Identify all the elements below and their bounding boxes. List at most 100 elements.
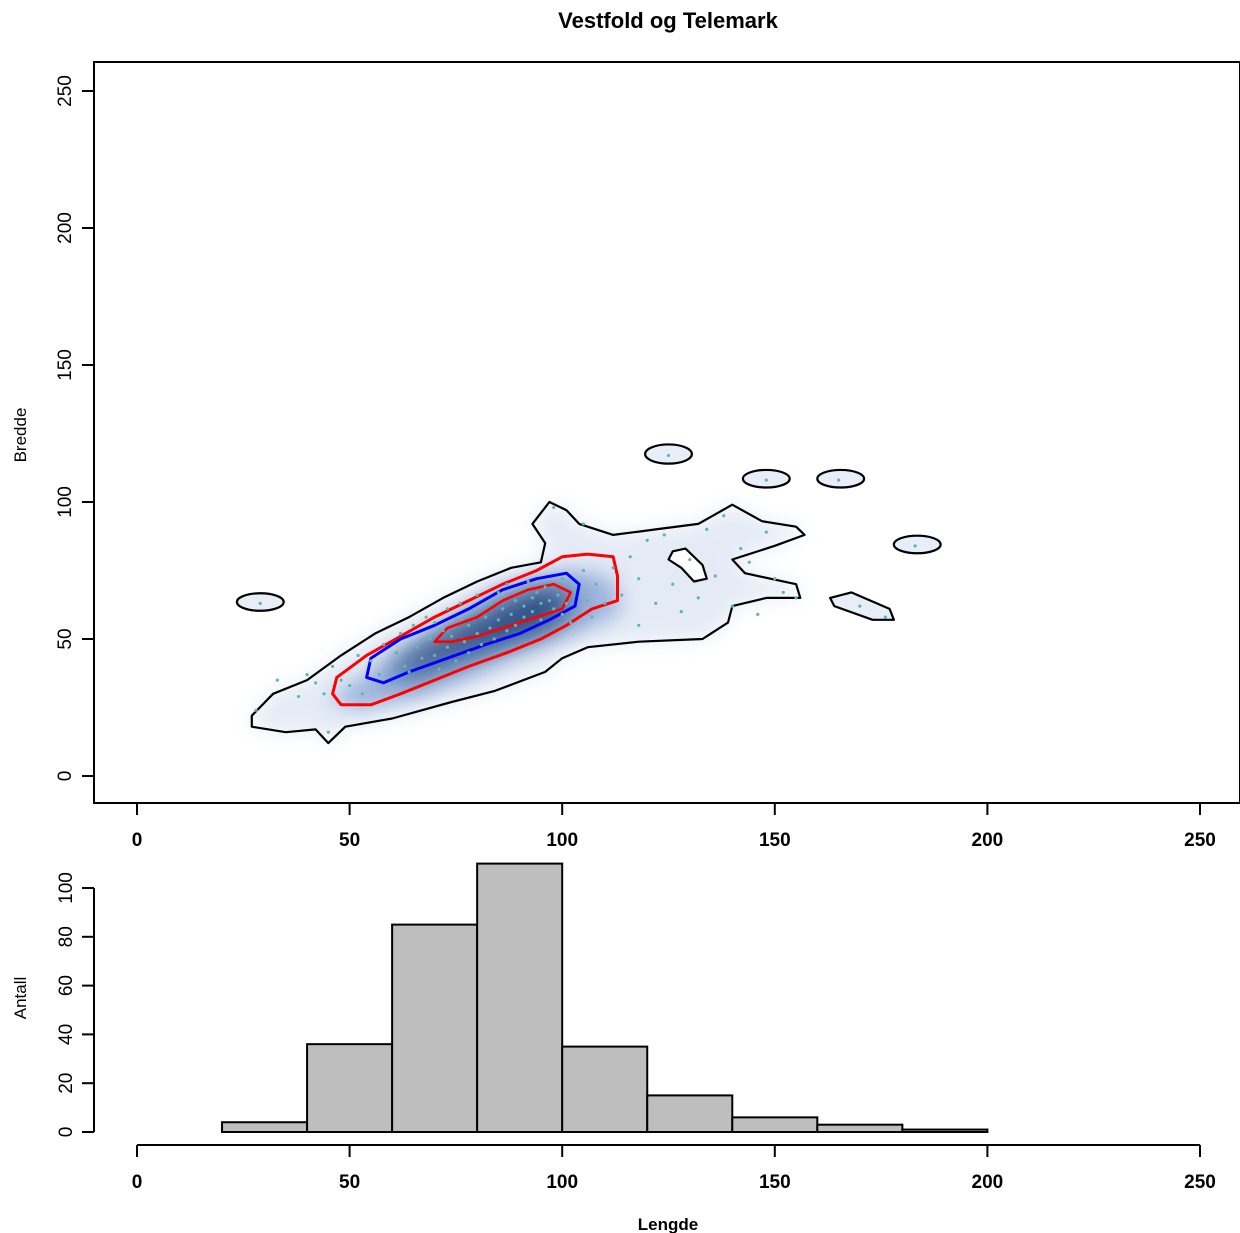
- x-tick-label: 100: [546, 1172, 578, 1193]
- scatter-point: [330, 664, 335, 669]
- scatter-point: [407, 670, 411, 674]
- scatter-point: [637, 577, 641, 581]
- scatter-point: [637, 623, 641, 627]
- scatter-point: [501, 607, 505, 611]
- scatter-point: [764, 478, 768, 482]
- scatter-point: [496, 590, 501, 595]
- y-tick-label: 100: [56, 872, 77, 904]
- scatter-point: [394, 651, 398, 655]
- scatter-point: [258, 601, 262, 605]
- scatter-point: [628, 555, 632, 559]
- scatter-point: [390, 681, 394, 685]
- scatter-point: [679, 610, 683, 614]
- scatter-point: [739, 546, 743, 551]
- scatter-point: [688, 557, 692, 562]
- scatter-point: [411, 623, 415, 627]
- y-tick-label: 80: [56, 926, 77, 947]
- scatter-point: [454, 618, 458, 622]
- scatter-point: [764, 530, 768, 534]
- scatter-point: [296, 694, 301, 699]
- scatter-point: [590, 615, 594, 619]
- scatter-point: [369, 659, 373, 663]
- histogram-x-axis: 0 50 100 150 200 250: [132, 1144, 1216, 1193]
- scatter-point: [492, 637, 496, 641]
- contour-outer: [250, 500, 806, 745]
- scatter-point: [569, 620, 573, 625]
- scatter-plot: 0 50 100 150 200 250 0 50 100 150 200 250 Bredde: [11, 61, 1240, 851]
- scatter-point: [535, 590, 539, 595]
- histogram-bar: [391, 923, 479, 1133]
- scatter-point: [522, 604, 526, 608]
- x-tick-label: 100: [546, 830, 578, 851]
- scatter-point: [836, 478, 841, 482]
- scatter-point: [581, 568, 586, 573]
- scatter-point: [577, 610, 581, 614]
- histogram-bar: [816, 1123, 904, 1134]
- scatter-point: [671, 582, 675, 586]
- scatter-point: [560, 577, 564, 581]
- histogram-bar: [221, 1121, 309, 1133]
- scatter-point: [467, 623, 471, 627]
- scatter-point: [662, 533, 666, 537]
- scatter-point: [552, 607, 556, 611]
- scatter-point: [484, 615, 488, 619]
- scatter-point: [620, 593, 624, 597]
- scatter-point: [522, 615, 526, 619]
- scatter-point: [505, 582, 509, 586]
- x-tick-label: 0: [132, 1172, 143, 1193]
- y-tick-label: 200: [55, 212, 76, 244]
- scatter-point: [611, 566, 615, 570]
- contour-island: [816, 468, 866, 489]
- scatter-point: [573, 588, 577, 592]
- scatter-point: [399, 631, 403, 636]
- scatter-point: [403, 664, 407, 669]
- contour-island-elongated: [829, 591, 895, 621]
- scatter-point: [547, 599, 552, 603]
- scatter-point: [509, 612, 513, 616]
- x-tick-label: 250: [1184, 830, 1216, 851]
- scatter-point: [513, 623, 518, 627]
- histogram-bar: [306, 1043, 394, 1134]
- scatter-point: [505, 629, 509, 633]
- histogram-bar: [646, 1094, 734, 1134]
- scatter-point: [756, 612, 760, 616]
- scatter-point: [471, 610, 475, 614]
- y-tick-label: 250: [55, 75, 76, 107]
- histogram-bar: [561, 1045, 649, 1133]
- histogram-plot: 0 50 100 150 200 250 0 20 40 60 80 100 Antall Leng…: [11, 862, 1216, 1233]
- scatter-point: [382, 642, 386, 647]
- scatter-point: [530, 596, 535, 600]
- scatter-point: [722, 514, 726, 518]
- scatter-point: [326, 730, 330, 734]
- contour-hole: [667, 547, 708, 583]
- scatter-point: [913, 544, 917, 548]
- scatter-point: [594, 582, 598, 586]
- scatter-point: [730, 604, 734, 608]
- scatter-point: [539, 601, 543, 605]
- scatter-point: [526, 579, 530, 584]
- scatter-point: [475, 593, 479, 597]
- scatter-point: [441, 629, 445, 633]
- x-tick-label: 150: [759, 830, 791, 851]
- scatter-point: [543, 585, 547, 589]
- contour-core: [433, 582, 572, 643]
- contour-island: [892, 534, 942, 555]
- y-tick-label: 40: [56, 1024, 77, 1045]
- scatter-point: [603, 601, 607, 605]
- y-tick-label: 20: [56, 1073, 77, 1094]
- scatter-point: [428, 637, 432, 641]
- scatter-point: [666, 453, 671, 458]
- chart-title: Vestfold og Telemark: [558, 8, 778, 33]
- scatter-point: [488, 601, 492, 605]
- x-tick-label: 0: [132, 830, 143, 851]
- y-tick-label: 0: [56, 1127, 77, 1138]
- histogram-bars: [221, 862, 989, 1134]
- scatter-point: [747, 560, 751, 564]
- scatter-point: [488, 626, 492, 630]
- scatter-point: [539, 618, 543, 622]
- scatter-point: [348, 683, 352, 688]
- contour-middle: [331, 552, 619, 707]
- scatter-point: [705, 527, 709, 532]
- scatter-point: [773, 577, 777, 581]
- scatter-point: [424, 615, 428, 619]
